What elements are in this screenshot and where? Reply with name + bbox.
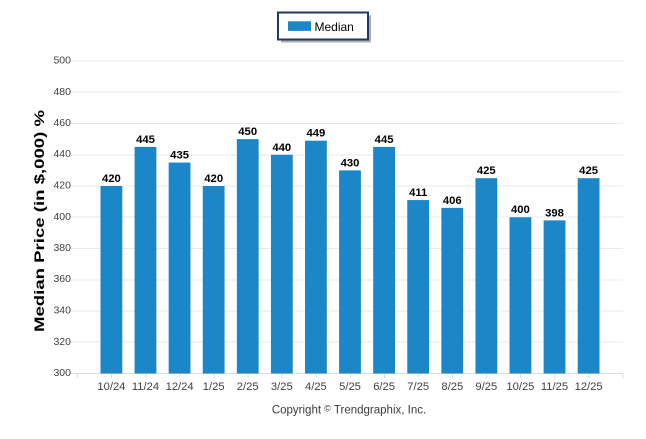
svg-text:Copyright © Trendgraphix, Inc.: Copyright © Trendgraphix, Inc. [272, 403, 426, 416]
svg-text:Median Price (in $,000) %: Median Price (in $,000) % [32, 110, 47, 332]
svg-text:400: 400 [53, 211, 71, 223]
svg-text:10/25: 10/25 [506, 381, 534, 393]
svg-text:380: 380 [53, 242, 71, 254]
svg-text:435: 435 [170, 150, 189, 162]
svg-text:Median: Median [315, 20, 354, 34]
svg-text:10/24: 10/24 [97, 381, 125, 393]
svg-text:3/25: 3/25 [271, 381, 293, 393]
svg-text:5/25: 5/25 [339, 381, 361, 393]
svg-text:2/25: 2/25 [237, 381, 259, 393]
svg-text:8/25: 8/25 [441, 381, 463, 393]
svg-text:398: 398 [545, 207, 564, 219]
svg-text:425: 425 [477, 165, 496, 177]
svg-text:12/24: 12/24 [166, 381, 194, 393]
svg-text:440: 440 [53, 148, 71, 160]
svg-text:460: 460 [53, 117, 71, 129]
svg-text:420: 420 [53, 180, 71, 192]
svg-text:480: 480 [53, 86, 71, 98]
svg-text:6/25: 6/25 [373, 381, 395, 393]
svg-text:430: 430 [341, 157, 360, 169]
svg-text:440: 440 [272, 142, 291, 154]
svg-text:420: 420 [204, 173, 223, 185]
svg-text:411: 411 [409, 187, 427, 199]
svg-text:7/25: 7/25 [407, 381, 429, 393]
svg-text:449: 449 [306, 128, 325, 140]
svg-text:12/25: 12/25 [575, 381, 603, 393]
svg-text:11/25: 11/25 [541, 381, 568, 393]
svg-text:500: 500 [53, 55, 71, 67]
svg-text:1/25: 1/25 [203, 381, 225, 393]
svg-text:445: 445 [375, 134, 394, 146]
svg-text:340: 340 [53, 305, 71, 317]
svg-text:425: 425 [579, 165, 598, 177]
svg-text:300: 300 [53, 367, 71, 379]
svg-text:11/24: 11/24 [132, 381, 159, 393]
svg-text:400: 400 [511, 204, 530, 216]
svg-text:420: 420 [102, 173, 121, 185]
svg-text:9/25: 9/25 [475, 381, 497, 393]
svg-text:445: 445 [136, 134, 155, 146]
svg-text:406: 406 [443, 195, 462, 207]
svg-text:450: 450 [238, 126, 257, 138]
svg-text:320: 320 [53, 336, 71, 348]
svg-text:4/25: 4/25 [305, 381, 327, 393]
svg-text:360: 360 [53, 273, 71, 285]
